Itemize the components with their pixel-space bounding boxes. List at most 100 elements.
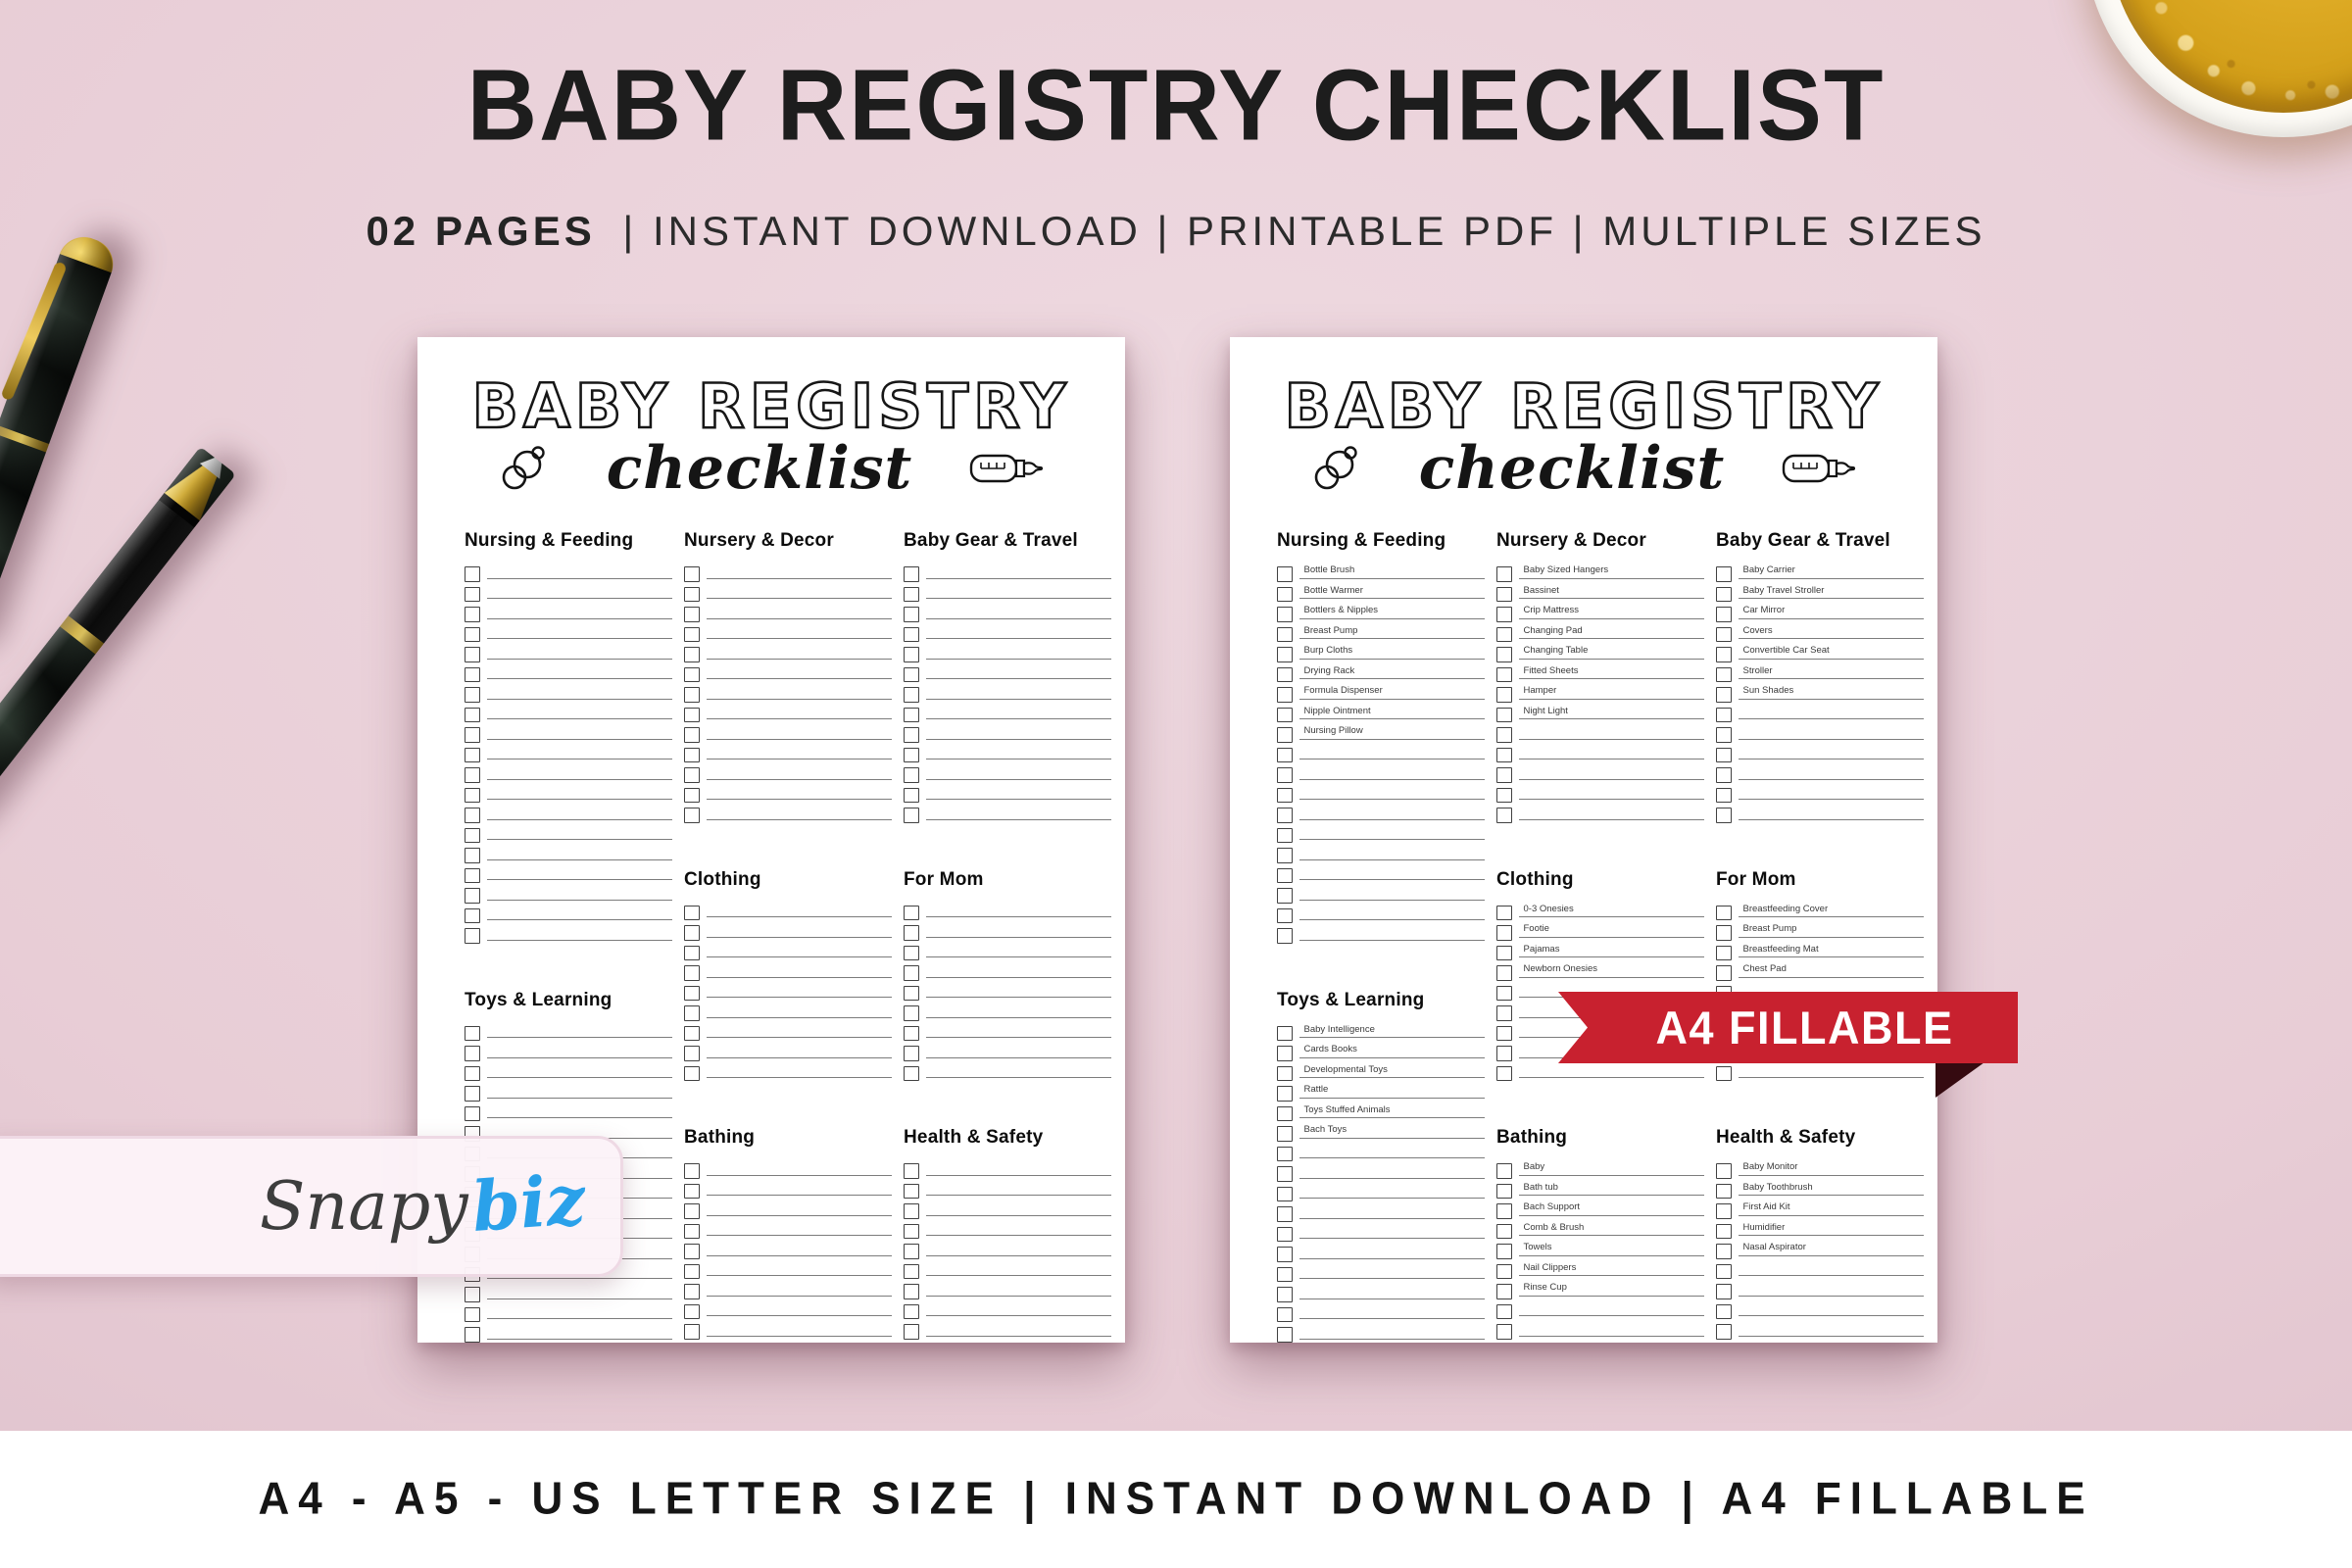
item-label: [486, 1034, 672, 1038]
checklist-row: [1716, 1256, 1924, 1279]
item-label: [706, 1172, 892, 1176]
item-label: Newborn Onesies: [1518, 964, 1704, 978]
checkbox: [1716, 1065, 1732, 1081]
item-label: [706, 1014, 892, 1018]
item-label: 0-3 Onesies: [1518, 905, 1704, 917]
item-label: [486, 736, 672, 740]
checkbox: [1277, 707, 1293, 722]
sheet-column: Nursery & Decor Clothing Bathing: [684, 530, 892, 1340]
checklist-row: [684, 760, 892, 783]
checklist-row: [684, 800, 892, 823]
checkbox: [1277, 727, 1293, 743]
checklist-row: [465, 660, 672, 682]
ribbon-fold: [1936, 1062, 1984, 1098]
item-label: Footie: [1518, 924, 1704, 938]
item-label: Covers: [1738, 626, 1924, 639]
item-label: [925, 1074, 1111, 1078]
checkbox: [1277, 647, 1293, 662]
checklist-row: Toys Stuffed Animals: [1277, 1099, 1485, 1121]
item-label: Drying Rack: [1298, 666, 1485, 679]
checkbox: [904, 767, 919, 783]
checklist-row: [684, 619, 892, 642]
checklist-row: [1277, 880, 1485, 904]
checklist-row: [904, 1276, 1111, 1299]
checkbox: [465, 1046, 480, 1061]
checklist-row: Burp Cloths: [1277, 639, 1485, 662]
item-label: [925, 1172, 1111, 1176]
checkbox: [1716, 566, 1732, 582]
item-label: Bath tub: [1518, 1183, 1704, 1196]
section-gear: Baby Gear & Travel: [904, 530, 1111, 823]
item-label: [925, 1054, 1111, 1058]
checklist-row: Nasal Aspirator: [1716, 1236, 1924, 1259]
item-label: [1518, 816, 1704, 820]
checkbox: [1496, 787, 1512, 803]
checkbox: [1716, 945, 1732, 960]
checklist-row: [1716, 1058, 1924, 1081]
checkbox: [1716, 687, 1732, 703]
checklist-row: [1716, 740, 1924, 762]
checklist-row: [465, 880, 672, 904]
checklist-row: [1716, 1297, 1924, 1319]
checkbox: [1277, 687, 1293, 703]
item-label: [706, 954, 892, 957]
item-label: [706, 1272, 892, 1276]
checkbox: [1496, 1263, 1512, 1279]
checkbox: [1496, 767, 1512, 783]
item-label: [706, 1034, 892, 1038]
checklist-row: [1277, 920, 1485, 944]
checkbox: [1277, 1105, 1293, 1121]
checklist-row: [904, 780, 1111, 803]
checkbox: [904, 1005, 919, 1021]
item-label: Chest Pad: [1738, 964, 1924, 978]
item-label: Formula Dispenser: [1298, 686, 1485, 700]
checkbox: [684, 747, 700, 762]
item-label: Night Light: [1518, 707, 1704, 719]
checklist-row: [904, 978, 1111, 1001]
checklist-page-blank: BABY REGISTRY checklist Nursing & Feedin…: [417, 337, 1125, 1343]
checkbox: [684, 1025, 700, 1041]
section-gear: Baby Gear & Travel Baby Carrier Baby Trave…: [1716, 530, 1924, 823]
checklist-row: [1716, 800, 1924, 823]
checkbox: [1496, 586, 1512, 602]
footer-bar: A4 - A5 - US LETTER SIZE | INSTANT DOWNL…: [0, 1431, 2352, 1568]
item-label: Baby Toothbrush: [1738, 1183, 1924, 1196]
checklist-row: 0-3 Onesies: [1496, 898, 1704, 920]
pacifier-icon: [502, 446, 545, 490]
checkbox: [904, 985, 919, 1001]
sheet-title-outline: BABY REGISTRY: [470, 369, 1071, 444]
checkbox: [904, 1284, 919, 1299]
item-label: [486, 937, 672, 941]
checkbox: [1496, 1025, 1512, 1041]
sheet-column: Nursery & Decor Baby Sized Hangers Bassine…: [1496, 530, 1704, 1340]
checklist-row: [904, 619, 1111, 642]
checkbox: [465, 1086, 480, 1102]
checkbox: [1496, 707, 1512, 722]
checklist-row: [1496, 780, 1704, 803]
checkbox: [1277, 867, 1293, 883]
checkbox: [684, 787, 700, 803]
checkbox: [684, 1065, 700, 1081]
item-label: [1518, 796, 1704, 800]
checkbox: [1496, 626, 1512, 642]
checklist-row: [465, 901, 672, 923]
checkbox: [465, 827, 480, 843]
item-label: Toys Stuffed Animals: [1298, 1105, 1485, 1118]
item-label: [1518, 1074, 1704, 1078]
checklist-row: [1496, 740, 1704, 762]
checklist-row: [904, 1256, 1111, 1279]
checkbox: [1716, 666, 1732, 682]
checklist-row: Drying Rack: [1277, 660, 1485, 682]
checklist-row: [684, 579, 892, 602]
checklist-row: [1496, 1058, 1704, 1081]
checklist-row: [1277, 1239, 1485, 1262]
checklist-row: [684, 740, 892, 762]
item-label: Comb & Brush: [1518, 1223, 1704, 1236]
checkbox: [904, 566, 919, 582]
item-label: [925, 715, 1111, 719]
checklist-row: [684, 599, 892, 622]
item-label: [925, 994, 1111, 998]
checklist-row: Towels: [1496, 1236, 1704, 1259]
checkbox: [904, 1163, 919, 1179]
checkbox: [465, 888, 480, 904]
